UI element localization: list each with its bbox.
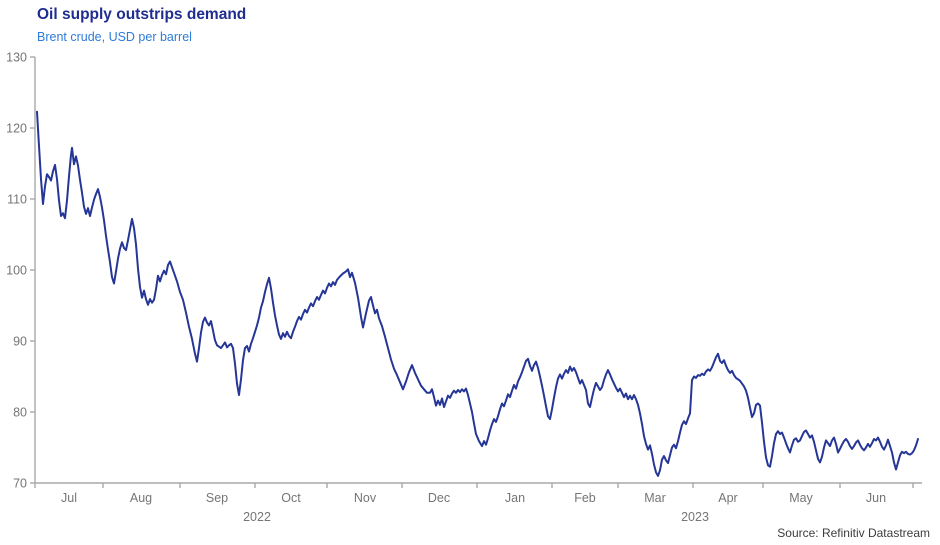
x-month-label: Apr [718, 491, 737, 505]
y-tick-label: 100 [6, 264, 27, 278]
chart-subtitle: Brent crude, USD per barrel [37, 30, 192, 44]
x-month-label: Oct [281, 491, 301, 505]
x-month-label: Dec [428, 491, 450, 505]
chart-title: Oil supply outstrips demand [37, 6, 247, 23]
x-month-label: Nov [354, 491, 377, 505]
x-year-label: 2022 [243, 510, 271, 524]
x-month-label: Feb [574, 491, 596, 505]
y-tick-label: 130 [6, 51, 27, 65]
x-month-label: Aug [130, 491, 152, 505]
x-month-label: May [789, 491, 813, 505]
y-tick-label: 80 [13, 406, 27, 420]
y-tick-label: 90 [13, 335, 27, 349]
x-month-label: Sep [206, 491, 228, 505]
x-month-label: Jul [61, 491, 77, 505]
x-year-label: 2023 [681, 510, 709, 524]
x-month-label: Jun [866, 491, 886, 505]
y-tick-label: 70 [13, 477, 27, 491]
y-tick-label: 110 [7, 193, 27, 207]
x-month-label: Mar [644, 491, 666, 505]
source-note: Source: Refinitiv Datastream [777, 526, 930, 540]
brent-price-line [36, 110, 919, 477]
x-month-label: Jan [505, 491, 525, 505]
y-tick-label: 120 [6, 122, 27, 136]
